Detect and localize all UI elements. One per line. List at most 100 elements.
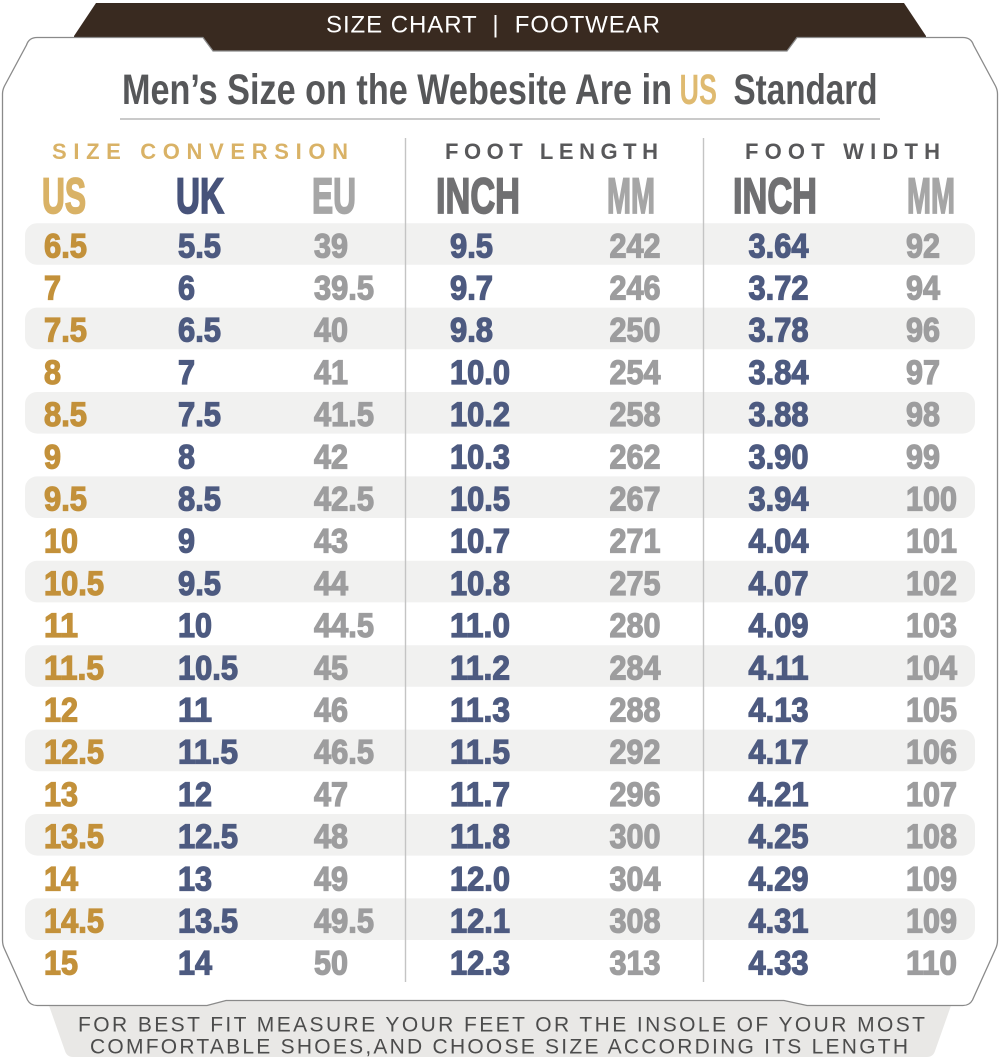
svg-text:4.31: 4.31 [749,903,809,941]
svg-text:284: 284 [610,649,661,687]
svg-text:11.3: 11.3 [450,692,510,730]
svg-text:3.94: 3.94 [749,481,809,519]
svg-text:40: 40 [314,312,348,350]
svg-text:6.5: 6.5 [178,312,221,350]
svg-text:12: 12 [178,776,212,814]
svg-text:292: 292 [610,734,661,772]
svg-text:280: 280 [610,607,661,645]
svg-text:6.5: 6.5 [44,227,87,265]
svg-text:13.5: 13.5 [44,818,104,856]
svg-text:47: 47 [314,776,348,814]
svg-text:INCH: INCH [436,168,520,224]
svg-text:3.88: 3.88 [749,396,809,434]
svg-text:41: 41 [314,354,348,392]
svg-text:50: 50 [314,945,348,983]
svg-text:3.72: 3.72 [749,270,809,308]
svg-text:39.5: 39.5 [314,270,374,308]
svg-text:258: 258 [610,396,661,434]
svg-text:12.3: 12.3 [450,945,510,983]
svg-text:42.5: 42.5 [314,481,374,519]
svg-text:107: 107 [906,776,957,814]
svg-text:45: 45 [314,649,348,687]
svg-text:97: 97 [906,354,940,392]
svg-text:246: 246 [610,270,661,308]
svg-text:271: 271 [610,523,661,561]
svg-text:46: 46 [314,692,348,730]
svg-text:109: 109 [906,903,957,941]
svg-text:4.29: 4.29 [749,860,809,898]
svg-text:11.2: 11.2 [450,649,510,687]
svg-text:4.11: 4.11 [749,649,809,687]
svg-text:FOOT LENGTH: FOOT LENGTH [445,139,658,164]
svg-text:104: 104 [906,649,957,687]
svg-text:254: 254 [610,354,661,392]
svg-text:300: 300 [610,818,661,856]
svg-text:EU: EU [312,168,356,224]
svg-text:10.7: 10.7 [450,523,510,561]
svg-text:US: US [42,168,86,224]
svg-text:7.5: 7.5 [178,396,221,434]
svg-text:10: 10 [44,523,78,561]
svg-text:39: 39 [314,227,348,265]
svg-text:10.0: 10.0 [450,354,510,392]
svg-text:FOR BEST FIT MEASURE YOUR FEET: FOR BEST FIT MEASURE YOUR FEET OR THE IN… [78,1014,925,1037]
svg-text:308: 308 [610,903,661,941]
svg-text:10.3: 10.3 [450,438,510,476]
svg-text:13.5: 13.5 [178,903,238,941]
svg-text:267: 267 [610,481,661,519]
svg-text:11.5: 11.5 [450,734,510,772]
svg-text:100: 100 [906,481,957,519]
svg-text:250: 250 [610,312,661,350]
svg-text:Men’s Size on the Webesite Are: Men’s Size on the Webesite Are in [122,67,672,114]
svg-text:14: 14 [44,860,78,898]
svg-text:7.5: 7.5 [44,312,87,350]
svg-text:110: 110 [906,945,957,983]
svg-text:10.8: 10.8 [450,565,510,603]
svg-text:41.5: 41.5 [314,396,374,434]
svg-text:4.09: 4.09 [749,607,809,645]
svg-text:13: 13 [44,776,78,814]
svg-text:44.5: 44.5 [314,607,374,645]
svg-text:12: 12 [44,692,78,730]
svg-text:4.33: 4.33 [749,945,809,983]
svg-text:7: 7 [178,354,195,392]
svg-text:4.04: 4.04 [749,523,809,561]
svg-text:9.7: 9.7 [450,270,493,308]
svg-text:14: 14 [178,945,212,983]
svg-text:108: 108 [906,818,957,856]
svg-text:49.5: 49.5 [314,903,374,941]
svg-text:10.2: 10.2 [450,396,510,434]
svg-text:9.5: 9.5 [44,481,87,519]
svg-text:3.84: 3.84 [749,354,809,392]
svg-text:11.8: 11.8 [450,818,510,856]
svg-text:11: 11 [178,692,212,730]
svg-text:106: 106 [906,734,957,772]
svg-text:4.21: 4.21 [749,776,809,814]
svg-text:101: 101 [906,523,957,561]
svg-text:9.8: 9.8 [450,312,493,350]
svg-text:42: 42 [314,438,348,476]
svg-text:313: 313 [610,945,661,983]
svg-text:242: 242 [610,227,661,265]
svg-text:11.5: 11.5 [44,649,104,687]
svg-text:FOOT WIDTH: FOOT WIDTH [745,139,940,164]
svg-text:99: 99 [906,438,940,476]
svg-text:3.90: 3.90 [749,438,809,476]
svg-text:11.7: 11.7 [450,776,510,814]
svg-text:4.07: 4.07 [749,565,809,603]
svg-text:Standard: Standard [734,67,878,114]
svg-text:8.5: 8.5 [44,396,87,434]
svg-text:COMFORTABLE SHOES,AND CHOOSE S: COMFORTABLE SHOES,AND CHOOSE SIZE ACCORD… [90,1036,908,1059]
svg-text:9: 9 [178,523,195,561]
svg-text:103: 103 [906,607,957,645]
svg-text:109: 109 [906,860,957,898]
svg-text:10.5: 10.5 [44,565,104,603]
svg-text:48: 48 [314,818,348,856]
svg-text:12.1: 12.1 [450,903,510,941]
svg-text:SIZE CHART | FOOTWEAR: SIZE CHART | FOOTWEAR [326,12,660,39]
svg-text:102: 102 [906,565,957,603]
svg-text:INCH: INCH [733,168,817,224]
svg-text:43: 43 [314,523,348,561]
svg-text:4.13: 4.13 [749,692,809,730]
svg-text:98: 98 [906,396,940,434]
